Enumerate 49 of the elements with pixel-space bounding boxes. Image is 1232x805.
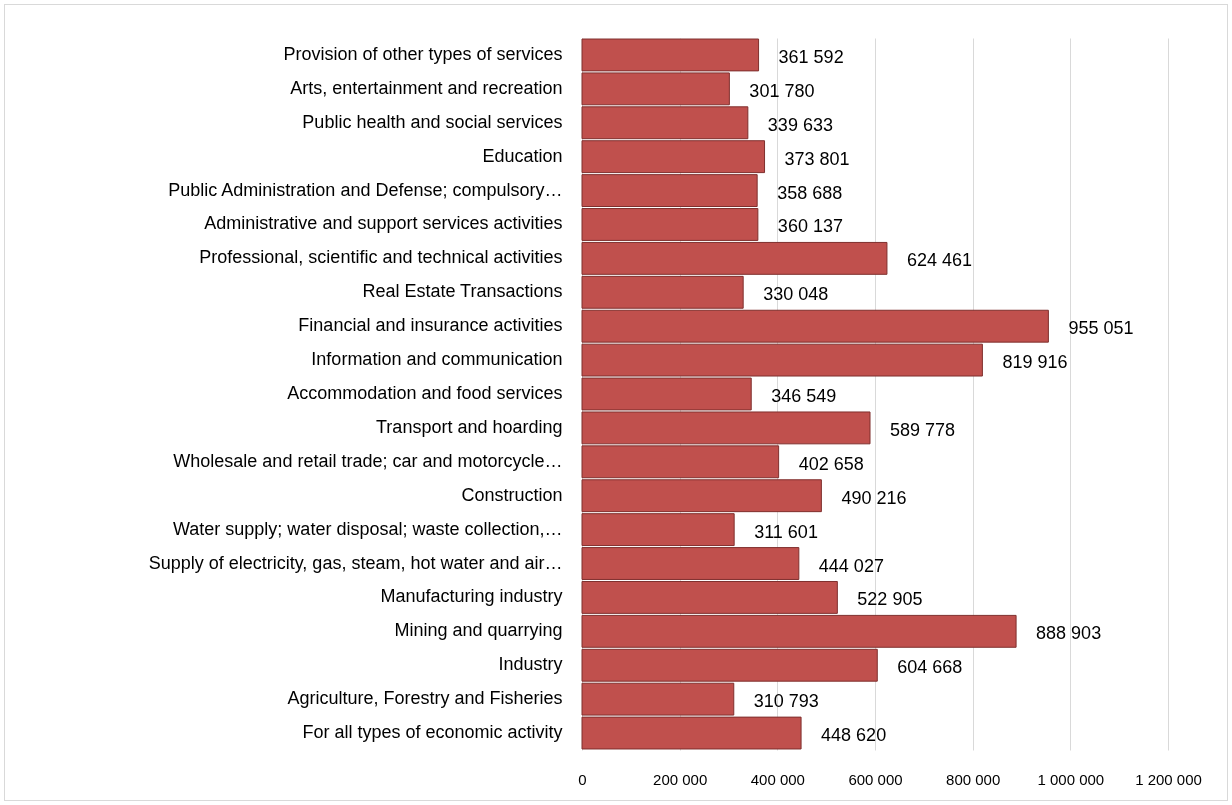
y-tick-label: Industry (498, 654, 563, 675)
x-tick-label: 800 000 (946, 770, 1001, 788)
y-tick-label: Accommodation and food services (287, 383, 563, 403)
data-label: 624 461 (906, 250, 973, 271)
data-label: 310 793 (753, 691, 819, 712)
data-label: 301 780 (749, 80, 815, 101)
x-tick-label: 400 000 (750, 770, 805, 788)
data-label: 819 916 (1002, 352, 1068, 373)
data-label: 346 549 (771, 386, 837, 406)
x-tick-label: 1 200 000 (1135, 770, 1202, 788)
y-tick-label: Arts, entertainment and recreation (290, 77, 563, 98)
y-tick-label: Mining and quarrying (394, 620, 563, 641)
y-tick-label: Manufacturing industry (380, 586, 563, 607)
y-tick-label: Construction (461, 484, 563, 505)
data-label: 448 620 (821, 725, 887, 746)
y-tick-label: Administrative and support services activities (204, 213, 563, 234)
y-tick-label: Professional, scientific and technical activities (199, 247, 563, 268)
data-label: 330 048 (763, 284, 829, 305)
data-label: 888 903 (1036, 623, 1102, 644)
data-label: 955 051 (1068, 318, 1134, 339)
y-tick-label: Information and communication (311, 349, 563, 370)
y-tick-label: Supply of electricity, gas, steam, hot water and air… (148, 552, 563, 573)
x-tick-label: 600 000 (848, 770, 903, 788)
data-label: 358 688 (777, 182, 843, 203)
data-label: 339 633 (767, 114, 833, 135)
y-tick-label: Transport and hoarding (376, 416, 563, 437)
data-label: 589 778 (890, 419, 956, 440)
data-label: 373 801 (784, 148, 850, 169)
data-label: 402 658 (798, 453, 864, 474)
y-tick-label: Wholesale and retail trade; car and motorcycle… (173, 450, 563, 471)
y-tick-label: For all types of economic activity (302, 722, 563, 743)
data-label: 444 027 (818, 555, 884, 576)
y-tick-label: Agriculture, Forestry and Fisheries (287, 688, 563, 709)
y-tick-label: Education (482, 145, 563, 166)
data-label: 522 905 (857, 589, 923, 610)
x-tick-label: 200 000 (653, 770, 708, 788)
x-tick-label: 1 000 000 (1037, 770, 1105, 788)
x-tick-label: 0 (578, 770, 587, 788)
data-label: 490 216 (841, 487, 907, 508)
data-label: 604 668 (897, 657, 963, 678)
y-tick-label: Water supply; water disposal; waste collection,… (173, 518, 563, 539)
y-tick-label: Provision of other types of services (283, 43, 563, 64)
y-tick-label: Real Estate Transactions (362, 281, 563, 302)
y-tick-label: Financial and insurance activities (298, 315, 563, 336)
data-label: 311 601 (754, 521, 818, 542)
data-label: 361 592 (778, 46, 844, 67)
y-tick-label: Public health and social services (302, 111, 563, 132)
data-label: 360 137 (777, 216, 843, 237)
y-tick-label: Public Administration and Defense; compulsory… (168, 179, 563, 200)
